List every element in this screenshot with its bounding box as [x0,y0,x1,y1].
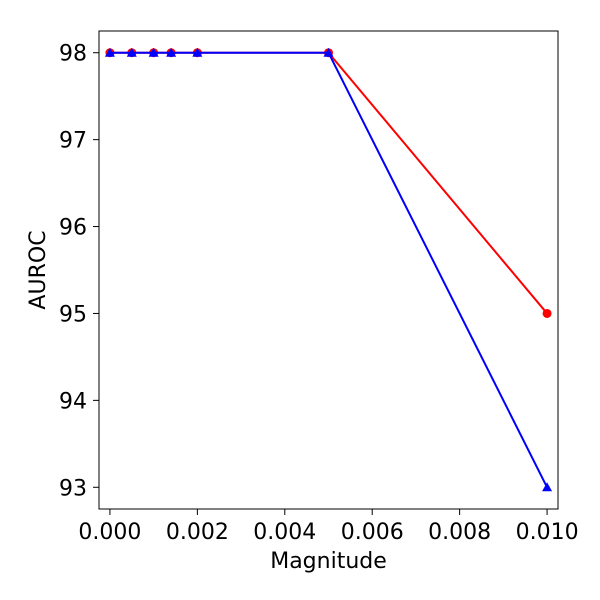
data-point [148,47,159,57]
y-axis-label: AUROC [26,230,51,309]
y-tick-label: 93 [59,476,87,501]
y-tick-label: 97 [59,129,87,154]
y-tick-label: 94 [59,389,87,414]
series-line [109,51,548,488]
data-point [542,308,552,318]
data-point [323,47,334,57]
y-tick-label: 98 [59,42,87,67]
y-tick-label: 96 [59,216,87,241]
series-1 [104,47,553,492]
data-point [104,47,115,57]
x-axis-ticks: 0.000 0.002 0.004 0.006 0.008 0.010 [78,509,579,545]
x-tick-label: 0.006 [341,520,404,545]
series-line [109,51,548,315]
x-tick-label: 0.010 [516,520,579,545]
series-0 [105,48,552,318]
plot-content [104,47,553,492]
data-point [192,47,203,57]
data-point [166,47,177,57]
x-tick-label: 0.000 [78,520,141,545]
plot-frame [98,30,559,510]
y-axis-ticks: 93 94 95 96 97 98 [59,42,99,501]
data-point [542,482,553,492]
x-tick-label: 0.004 [253,520,316,545]
x-axis-label: Magnitude [270,549,387,574]
data-point [126,47,137,57]
y-tick-label: 95 [59,302,87,327]
x-tick-label: 0.008 [428,520,491,545]
x-tick-label: 0.002 [166,520,229,545]
